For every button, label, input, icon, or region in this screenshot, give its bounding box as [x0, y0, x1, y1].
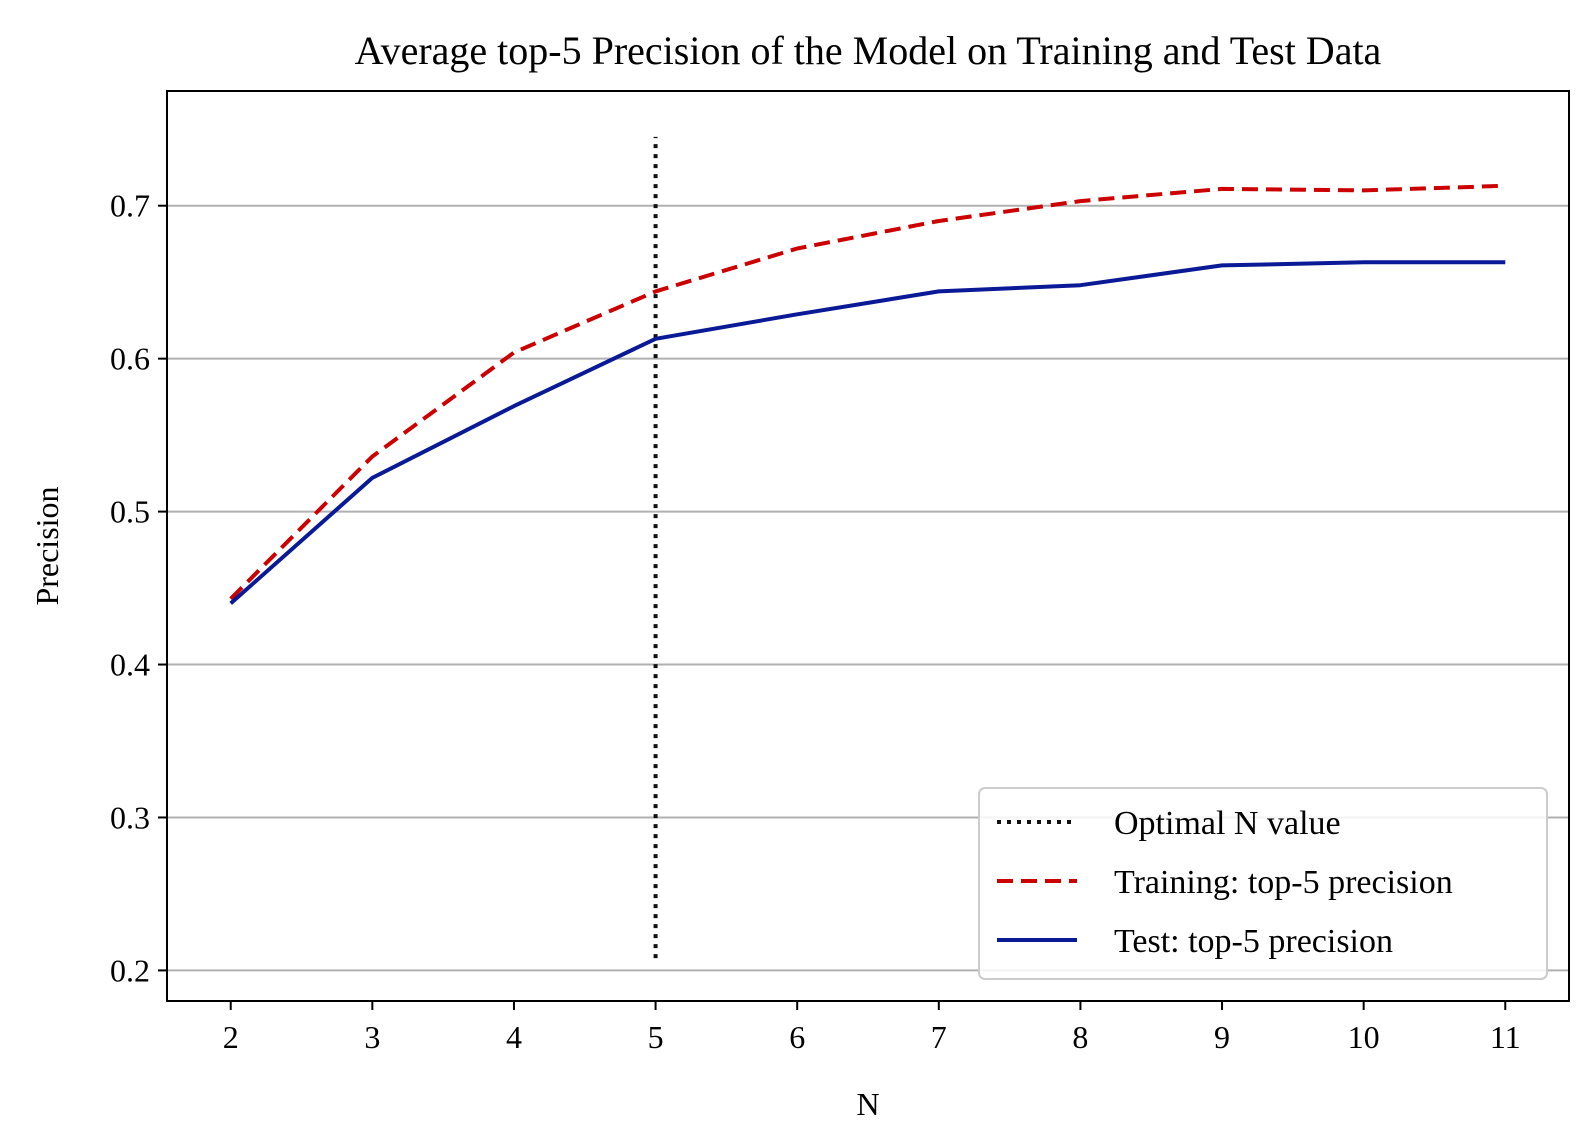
x-tick-label: 3 — [364, 1019, 380, 1055]
series-test-line — [229, 260, 1506, 605]
legend-label-test: Test: top-5 precision — [1114, 923, 1393, 960]
x-axis-label: N — [856, 1086, 879, 1122]
x-tick-label: 4 — [506, 1019, 522, 1055]
legend-label-training: Training: top-5 precision — [1114, 864, 1453, 901]
x-axis: 2 3 4 5 6 7 8 9 10 11 — [223, 1001, 1521, 1055]
x-tick-label: 5 — [648, 1019, 664, 1055]
x-tick-label: 9 — [1214, 1019, 1230, 1055]
y-tick-label: 0.2 — [110, 952, 150, 988]
chart-title: Average top-5 Precision of the Model on … — [355, 28, 1382, 73]
y-tick-label: 0.4 — [110, 647, 150, 683]
x-tick-label: 2 — [223, 1019, 239, 1055]
x-tick-label: 8 — [1072, 1019, 1088, 1055]
legend-label-optimal-n: Optimal N value — [1114, 805, 1341, 842]
series-training-line — [229, 183, 1506, 601]
x-tick-label: 6 — [789, 1019, 805, 1055]
y-tick-label: 0.6 — [110, 341, 150, 377]
legend-box — [978, 787, 1548, 980]
x-tick-label: 10 — [1348, 1019, 1380, 1055]
y-axis-label: Precision — [29, 486, 65, 605]
y-tick-label: 0.5 — [110, 494, 150, 530]
plot-frame — [166, 90, 1570, 1002]
legend: Optimal N value Training: top-5 precisio… — [978, 787, 1548, 980]
y-axis: 0.2 0.3 0.4 0.5 0.6 0.7 — [110, 188, 167, 988]
y-tick-label: 0.3 — [110, 799, 150, 835]
y-tick-label: 0.7 — [110, 188, 150, 224]
x-tick-label: 11 — [1490, 1019, 1521, 1055]
plot-lines — [229, 136, 1506, 959]
x-tick-label: 7 — [931, 1019, 947, 1055]
